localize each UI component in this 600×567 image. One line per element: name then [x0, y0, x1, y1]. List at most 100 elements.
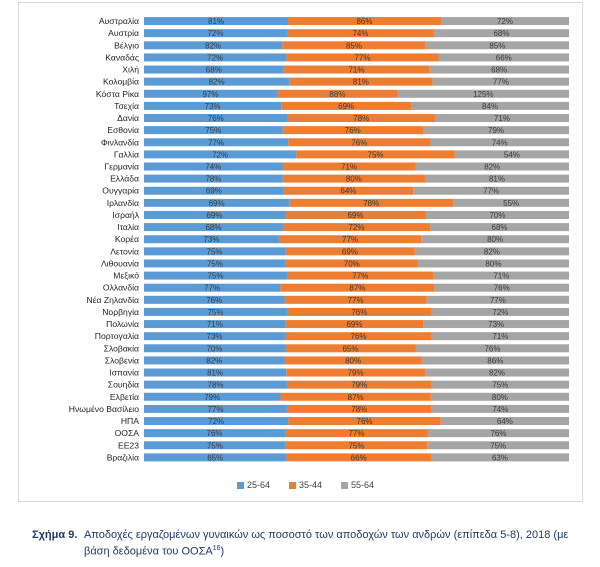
- data-label: 75%: [368, 150, 384, 159]
- data-label: 74%: [205, 163, 221, 172]
- bar-35-44: [288, 17, 441, 26]
- bar-55-64: [426, 295, 569, 304]
- bar-35-44: [284, 356, 422, 365]
- bar-25-64: [144, 17, 289, 26]
- data-label: 82%: [205, 41, 221, 50]
- data-label: 75%: [348, 441, 364, 450]
- data-label: 74%: [492, 138, 508, 147]
- bar-25-64: [144, 380, 287, 389]
- data-label: 69%: [347, 211, 363, 220]
- category-label: Κολομβία: [103, 77, 139, 87]
- bar-25-64: [144, 210, 285, 219]
- bar-55-64: [430, 392, 569, 401]
- data-label: 68%: [491, 66, 507, 75]
- bar-25-64: [144, 307, 287, 316]
- bar-55-64: [397, 89, 569, 98]
- bar-25-64: [144, 138, 289, 147]
- bar-35-44: [285, 259, 418, 268]
- data-label: 63%: [492, 453, 508, 462]
- category-label: Δανία: [117, 113, 139, 123]
- bar-35-44: [289, 198, 454, 207]
- bar-25-64: [144, 283, 281, 292]
- data-label: 69%: [209, 199, 225, 208]
- data-label: 81%: [353, 78, 369, 87]
- data-label: 76%: [350, 332, 366, 341]
- bar-35-44: [286, 271, 434, 280]
- bar-35-44: [282, 223, 431, 232]
- data-label: 69%: [346, 320, 362, 329]
- bar-55-64: [417, 259, 569, 268]
- bar-55-64: [429, 65, 569, 74]
- bar-25-64: [144, 101, 282, 110]
- bar-35-44: [288, 417, 441, 426]
- category-label: Βραζιλία: [107, 452, 139, 462]
- bar-25-64: [144, 162, 283, 171]
- bar-25-64: [144, 344, 285, 353]
- bar-55-64: [431, 380, 569, 389]
- figure-label: Σχήμα 9.: [32, 529, 78, 541]
- data-label: 73%: [205, 102, 221, 111]
- bar-35-44: [284, 295, 427, 304]
- data-label: 72%: [207, 53, 223, 62]
- data-label: 69%: [338, 102, 354, 111]
- category-label: Λετονία: [110, 246, 139, 256]
- data-label: 69%: [206, 187, 222, 196]
- caption-text-line2: βάση δεδομένα του ΟΟΣΑ: [84, 545, 213, 558]
- bar-35-44: [280, 392, 431, 401]
- bar-55-64: [421, 356, 569, 365]
- data-label: 76%: [494, 284, 510, 293]
- bar-25-64: [144, 320, 286, 329]
- bar-25-64: [144, 77, 290, 86]
- data-label: 86%: [487, 356, 503, 365]
- data-label: 76%: [490, 429, 506, 438]
- data-label: 75%: [490, 441, 506, 450]
- category-label: ΕΕ23: [118, 440, 139, 450]
- bar-25-64: [144, 223, 283, 232]
- bar-55-64: [430, 223, 569, 232]
- category-label: Αυστρία: [108, 28, 139, 38]
- bar-25-64: [144, 259, 286, 268]
- data-label: 87%: [348, 393, 364, 402]
- category-label: Ιρλανδία: [107, 198, 139, 208]
- caption-text-end: ): [220, 545, 225, 558]
- data-label: 75%: [207, 247, 223, 256]
- category-label: Λιθουανία: [101, 258, 139, 268]
- bar-35-44: [287, 114, 435, 123]
- bar-25-64: [144, 41, 283, 50]
- data-label: 75%: [207, 441, 223, 450]
- bar-25-64: [144, 271, 287, 280]
- data-label: 68%: [492, 223, 508, 232]
- data-label: 71%: [493, 272, 509, 281]
- bar-35-44: [285, 247, 415, 256]
- bar-35-44: [282, 126, 424, 135]
- bar-55-64: [453, 198, 569, 207]
- bar-25-64: [144, 235, 279, 244]
- stacked-bar-chart: Αυστραλία 81% 86% 72% Αυστρία 72% 74% 68% Βέλγιο…: [69, 16, 569, 490]
- data-label: 78%: [353, 114, 369, 123]
- bar-25-64: [144, 114, 288, 123]
- bar-35-44: [286, 453, 431, 462]
- data-label: 71%: [207, 320, 223, 329]
- category-label: Ισπανία: [109, 368, 139, 378]
- data-label: 69%: [206, 211, 222, 220]
- data-label: 77%: [348, 296, 364, 305]
- category-label: Ελλάδα: [110, 174, 139, 184]
- data-label: 74%: [352, 29, 368, 38]
- data-label: 82%: [209, 78, 225, 87]
- bar-35-44: [283, 186, 414, 195]
- bar-35-44: [288, 138, 431, 147]
- data-label: 73%: [203, 235, 219, 244]
- data-label: 77%: [207, 405, 223, 414]
- bar-35-44: [285, 441, 428, 450]
- bar-35-44: [296, 150, 455, 159]
- data-label: 76%: [345, 126, 361, 135]
- data-label: 70%: [206, 344, 222, 353]
- data-label: 82%: [489, 369, 505, 378]
- data-label: 81%: [207, 369, 223, 378]
- data-label: 74%: [492, 405, 508, 414]
- data-label: 76%: [208, 114, 224, 123]
- data-label: 81%: [489, 175, 505, 184]
- category-label: Μεξικό: [113, 271, 139, 281]
- data-label: 77%: [348, 429, 364, 438]
- category-label: Τσεχία: [114, 101, 139, 111]
